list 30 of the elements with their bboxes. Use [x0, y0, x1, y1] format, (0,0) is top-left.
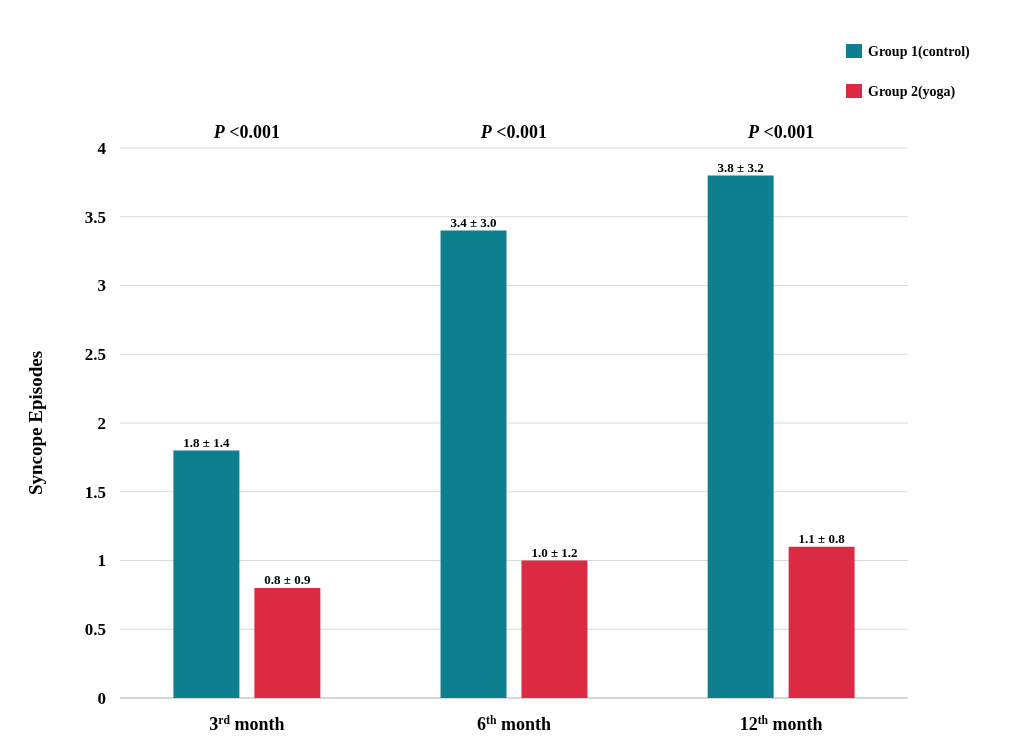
- data-label: 0.8 ± 0.9: [264, 572, 311, 587]
- y-tick-label: 2.5: [84, 345, 106, 365]
- bar: [173, 450, 240, 698]
- y-tick-label: 1: [97, 551, 106, 571]
- y-tick-label: 4: [97, 138, 107, 158]
- bar: [254, 588, 321, 698]
- data-label: 1.8 ± 1.4: [183, 434, 230, 450]
- y-tick-label: 0.5: [84, 620, 106, 640]
- x-tick-label: 3$^{rd}$ month: [209, 713, 285, 734]
- bar: [521, 560, 588, 698]
- x-tick-label: 12$^{th}$ month: [739, 713, 823, 734]
- y-tick-label: 0: [97, 688, 106, 708]
- y-tick-label: 3.5: [84, 207, 106, 227]
- legend-label: Group 2(yoga): [868, 84, 956, 100]
- data-label: 1.1 ± 0.8: [798, 530, 846, 546]
- x-tick-label: 6$^{th}$ month: [477, 713, 551, 734]
- y-tick-label: 1.5: [84, 482, 106, 502]
- bar: [440, 230, 507, 698]
- bar: [788, 546, 855, 698]
- text: P <0.001: [479, 122, 548, 142]
- y-tick-label: 3: [97, 276, 106, 296]
- text: P <0.001: [746, 122, 815, 142]
- y-tick-label: 2: [97, 413, 106, 433]
- y-axis-title: Syncope Episodes: [25, 350, 46, 496]
- text: P <0.001: [212, 122, 281, 142]
- legend-label: Group 1(control): [868, 44, 971, 60]
- data-label: 3.4 ± 3.0: [450, 214, 497, 230]
- data-label: 1.0 ± 1.2: [531, 544, 578, 560]
- bar: [707, 175, 774, 698]
- data-label: 3.8 ± 3.2: [717, 159, 764, 175]
